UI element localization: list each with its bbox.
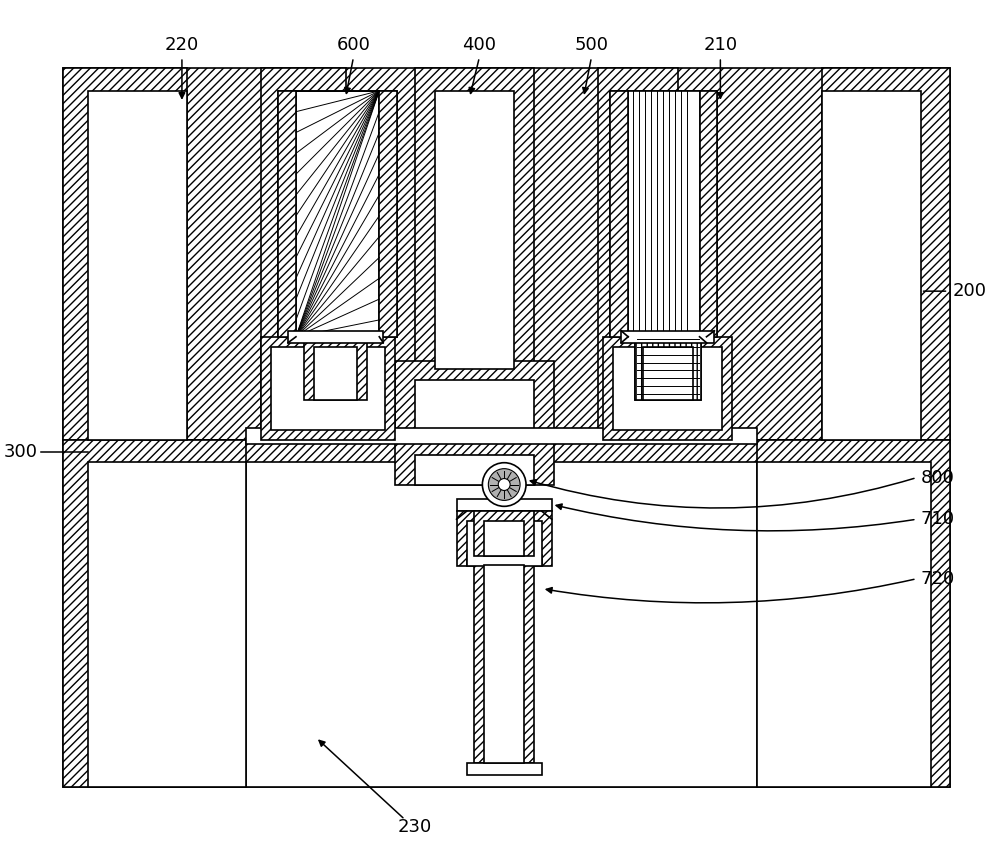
Text: 300: 300	[4, 443, 38, 461]
Bar	[261, 68, 346, 440]
Bar	[628, 91, 700, 336]
Bar	[395, 360, 554, 440]
Bar	[395, 440, 554, 484]
Bar	[621, 330, 714, 342]
Bar	[822, 68, 950, 440]
Bar	[700, 91, 717, 336]
Bar	[474, 511, 534, 556]
Bar	[484, 521, 524, 556]
Bar	[474, 565, 534, 764]
Bar	[415, 455, 534, 484]
Bar	[63, 440, 950, 787]
Bar	[271, 347, 385, 430]
Bar	[822, 91, 921, 440]
Bar	[288, 330, 383, 342]
Bar	[278, 91, 397, 336]
Text: 500: 500	[574, 36, 608, 54]
Bar	[304, 336, 367, 401]
Bar	[635, 336, 701, 401]
Text: 400: 400	[462, 36, 496, 54]
Text: 600: 600	[337, 36, 370, 54]
Bar	[484, 565, 524, 764]
Bar	[63, 68, 950, 440]
Bar	[457, 499, 552, 511]
Text: 710: 710	[921, 510, 955, 528]
Bar	[467, 555, 542, 565]
Bar	[613, 347, 722, 430]
Circle shape	[488, 468, 520, 501]
Bar	[246, 428, 757, 444]
Text: 720: 720	[921, 570, 955, 588]
Bar	[603, 336, 732, 440]
Bar	[415, 380, 534, 440]
Bar	[379, 91, 397, 336]
Text: 230: 230	[398, 817, 432, 835]
Bar	[314, 347, 357, 401]
Bar	[88, 461, 246, 787]
Bar	[757, 440, 950, 787]
Bar	[88, 91, 187, 440]
Bar	[467, 521, 542, 566]
Bar	[296, 91, 379, 336]
Bar	[610, 91, 628, 336]
Bar	[261, 336, 395, 440]
Text: 200: 200	[952, 282, 986, 300]
Bar	[63, 440, 246, 787]
Bar	[467, 764, 542, 775]
Bar	[63, 68, 187, 440]
Bar	[757, 461, 931, 787]
Bar	[246, 461, 757, 787]
Text: 800: 800	[921, 468, 955, 486]
Text: 210: 210	[703, 36, 737, 54]
Bar	[278, 91, 296, 336]
Bar	[457, 511, 552, 566]
Bar	[435, 91, 514, 368]
Bar	[643, 347, 693, 401]
Text: 220: 220	[165, 36, 199, 54]
Bar	[610, 91, 717, 336]
Bar	[598, 68, 678, 440]
Bar	[415, 68, 534, 440]
Circle shape	[482, 463, 526, 507]
Bar	[635, 336, 701, 401]
Circle shape	[498, 479, 510, 490]
